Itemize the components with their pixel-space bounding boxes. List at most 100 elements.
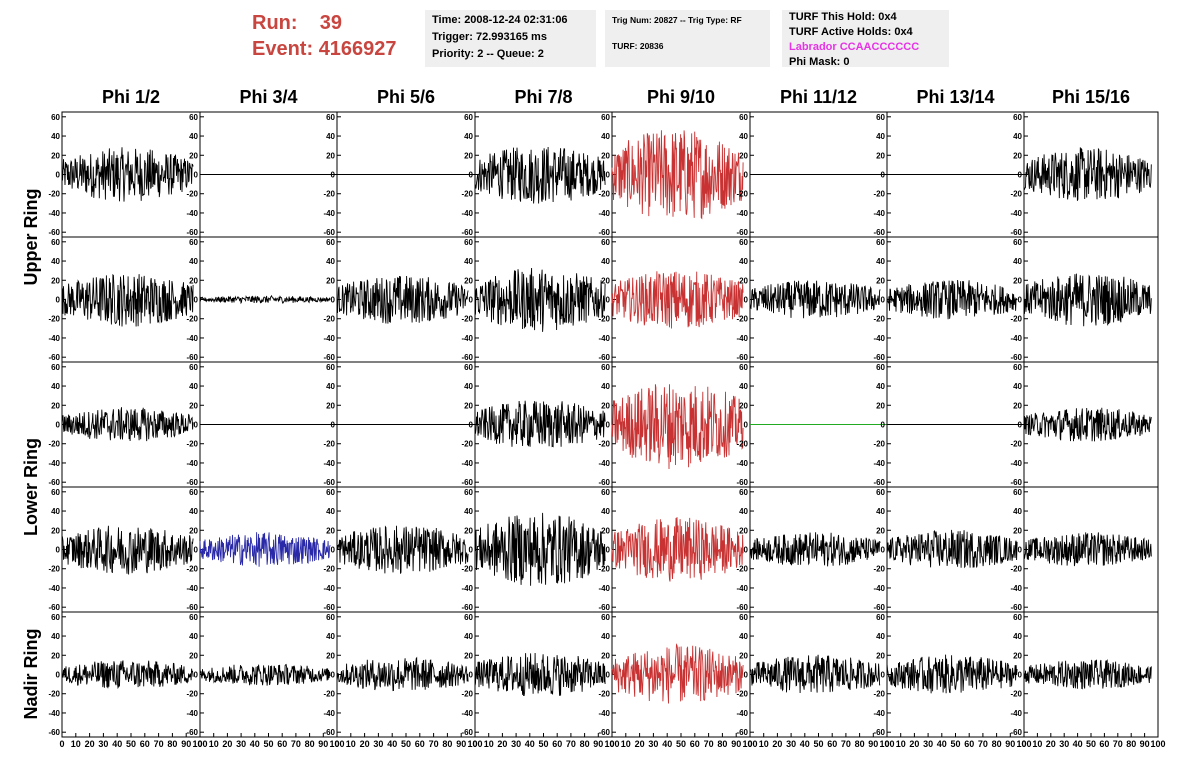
y-tick-label: -40 bbox=[186, 209, 198, 218]
y-tick-label: 60 bbox=[739, 238, 748, 247]
x-tick-label: 90 bbox=[868, 739, 878, 749]
y-tick-label: 0 bbox=[56, 546, 61, 555]
waveform-line bbox=[474, 146, 606, 204]
y-tick-label: 20 bbox=[876, 151, 885, 160]
y-tick-label: 20 bbox=[326, 401, 335, 410]
y-tick-label: -40 bbox=[598, 584, 610, 593]
x-tick-label: 90 bbox=[1005, 739, 1015, 749]
x-tick-label: 30 bbox=[98, 739, 108, 749]
y-tick-label: 60 bbox=[601, 238, 610, 247]
y-tick-label: 0 bbox=[1018, 421, 1023, 430]
y-tick-label: 40 bbox=[739, 382, 748, 391]
y-tick-label: -20 bbox=[736, 440, 748, 449]
y-tick-label: 20 bbox=[601, 151, 610, 160]
y-tick-label: 40 bbox=[326, 507, 335, 516]
x-tick-label: 80 bbox=[305, 739, 315, 749]
column-header: Phi 13/14 bbox=[916, 87, 994, 107]
time-text: Time: 2008-12-24 02:31:06 bbox=[432, 14, 568, 26]
y-tick-label: -20 bbox=[873, 690, 885, 699]
y-tick-label: -20 bbox=[323, 440, 335, 449]
x-tick-label: 20 bbox=[85, 739, 95, 749]
x-tick-label: 10 bbox=[896, 739, 906, 749]
y-tick-label: -60 bbox=[48, 228, 60, 237]
event-value: 4166927 bbox=[318, 38, 397, 60]
y-tick-label: -20 bbox=[323, 565, 335, 574]
x-tick-label: 80 bbox=[717, 739, 727, 749]
x-tick-label: 60 bbox=[1099, 739, 1109, 749]
x-tick-label: 40 bbox=[662, 739, 672, 749]
y-tick-label: 20 bbox=[601, 526, 610, 535]
y-tick-label: 0 bbox=[1018, 546, 1023, 555]
x-tick-label: 10 bbox=[346, 739, 356, 749]
y-tick-label: -40 bbox=[1010, 584, 1022, 593]
y-tick-label: -40 bbox=[48, 209, 60, 218]
y-tick-label: 60 bbox=[51, 363, 60, 372]
y-tick-label: 20 bbox=[464, 151, 473, 160]
waveform-line bbox=[336, 656, 469, 692]
x-tick-label: 60 bbox=[140, 739, 150, 749]
y-tick-label: 0 bbox=[469, 421, 474, 430]
y-tick-label: 60 bbox=[876, 488, 885, 497]
time-info-panel: Time: 2008-12-24 02:31:06 Trigger: 72.99… bbox=[425, 10, 596, 67]
y-tick-label: -60 bbox=[873, 728, 885, 737]
y-tick-label: -60 bbox=[598, 228, 610, 237]
waveform-line bbox=[886, 279, 1018, 320]
x-tick-label: 50 bbox=[676, 739, 686, 749]
y-tick-label: -40 bbox=[1010, 334, 1022, 343]
x-tick-label: 100 bbox=[879, 739, 894, 749]
trigger-text: Trigger: 72.993165 ms bbox=[432, 31, 547, 43]
y-tick-label: -60 bbox=[873, 478, 885, 487]
x-tick-label: 100 bbox=[1016, 739, 1031, 749]
y-tick-label: 20 bbox=[189, 526, 198, 535]
run-event-box: Run: 39 Event: 4166927 bbox=[252, 10, 417, 66]
x-tick-label: 50 bbox=[813, 739, 823, 749]
y-tick-label: 60 bbox=[876, 363, 885, 372]
y-tick-label: 20 bbox=[51, 526, 60, 535]
y-tick-label: -60 bbox=[1010, 478, 1022, 487]
trigger-info-panel: Trig Num: 20827 -- Trig Type: RF TURF: 2… bbox=[605, 10, 770, 67]
y-tick-label: -60 bbox=[461, 603, 473, 612]
y-tick-label: 60 bbox=[189, 363, 198, 372]
y-tick-label: 0 bbox=[1018, 671, 1023, 680]
y-tick-label: 0 bbox=[744, 171, 749, 180]
y-tick-label: 20 bbox=[189, 276, 198, 285]
waveform-line bbox=[886, 529, 1018, 569]
y-tick-label: -20 bbox=[48, 565, 60, 574]
column-header: Phi 9/10 bbox=[647, 87, 715, 107]
waveform-line bbox=[749, 280, 881, 319]
y-tick-label: 40 bbox=[1013, 257, 1022, 266]
turf-hold-text: TURF This Hold: 0x4 bbox=[789, 11, 897, 23]
x-tick-label: 20 bbox=[909, 739, 919, 749]
column-header: Phi 7/8 bbox=[514, 87, 572, 107]
y-tick-label: 60 bbox=[51, 613, 60, 622]
y-tick-label: 60 bbox=[189, 488, 198, 497]
y-tick-label: 20 bbox=[189, 651, 198, 660]
y-tick-label: 20 bbox=[739, 651, 748, 660]
y-tick-label: -20 bbox=[598, 315, 610, 324]
y-tick-label: -60 bbox=[598, 478, 610, 487]
x-tick-label: 40 bbox=[800, 739, 810, 749]
y-tick-label: 20 bbox=[326, 276, 335, 285]
waveform-line bbox=[474, 400, 606, 448]
x-tick-label: 70 bbox=[154, 739, 164, 749]
y-tick-label: 20 bbox=[1013, 526, 1022, 535]
y-tick-label: 60 bbox=[51, 488, 60, 497]
waveform-line bbox=[1023, 273, 1152, 327]
row-group-label: Nadir Ring bbox=[21, 628, 41, 719]
x-tick-label: 40 bbox=[250, 739, 260, 749]
y-tick-label: 20 bbox=[51, 276, 60, 285]
waveform-line bbox=[749, 532, 881, 567]
waveform-line bbox=[611, 643, 744, 704]
y-tick-label: -40 bbox=[323, 584, 335, 593]
y-tick-label: 60 bbox=[601, 363, 610, 372]
x-tick-label: 80 bbox=[442, 739, 452, 749]
x-tick-label: 10 bbox=[209, 739, 219, 749]
y-tick-label: -60 bbox=[598, 353, 610, 362]
y-tick-label: -40 bbox=[873, 459, 885, 468]
y-tick-label: -60 bbox=[48, 728, 60, 737]
y-tick-label: 60 bbox=[326, 613, 335, 622]
y-tick-label: 60 bbox=[1013, 613, 1022, 622]
y-tick-label: 60 bbox=[189, 613, 198, 622]
waveform-line bbox=[886, 654, 1018, 694]
row-group-label: Upper Ring bbox=[21, 189, 41, 286]
